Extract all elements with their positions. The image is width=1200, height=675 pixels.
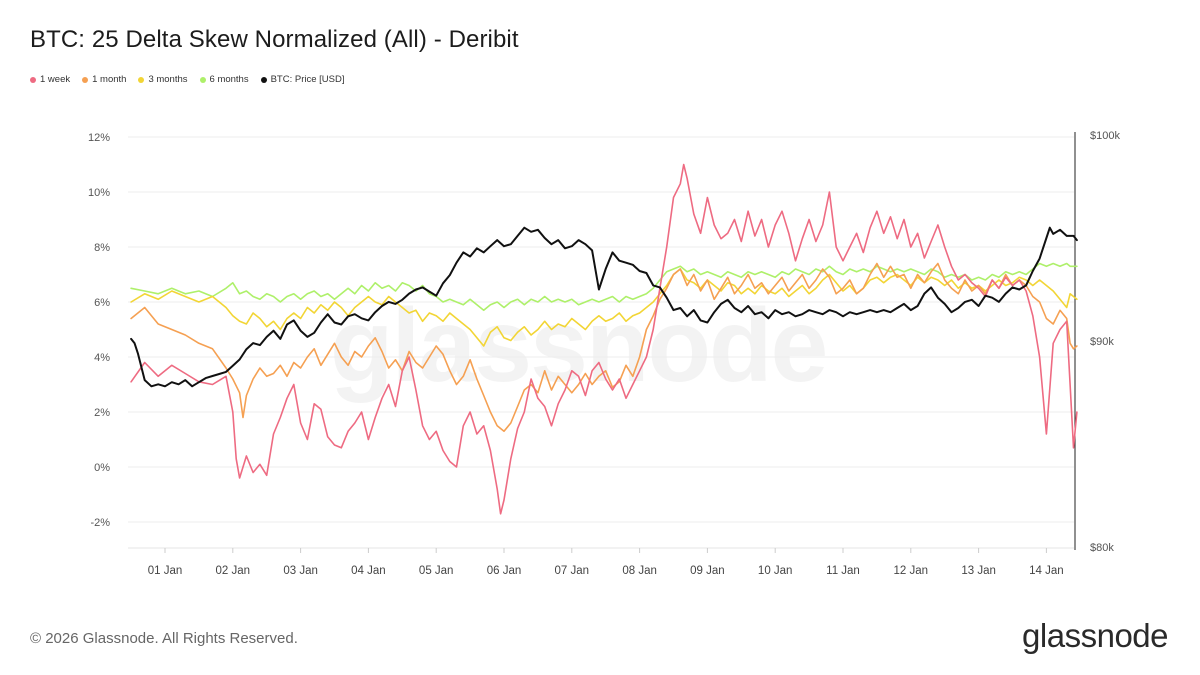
x-tick-label: 11 Jan (826, 565, 860, 577)
y-tick-label: 6% (94, 297, 110, 309)
legend-item[interactable]: 1 month (82, 74, 126, 85)
y-tick-label: 0% (94, 462, 110, 474)
series-line-1-week (130, 163, 1078, 515)
x-tick-label: 05 Jan (419, 565, 454, 577)
legend-label: BTC: Price [USD] (270, 74, 345, 85)
legend-swatch (82, 76, 89, 83)
y-right-tick-label: $80k (1090, 542, 1114, 554)
x-tick-label: 14 Jan (1029, 565, 1064, 577)
glassnode-logo: glassnode (1022, 617, 1168, 654)
x-tick-label: 13 Jan (961, 565, 996, 577)
x-tick-label: 10 Jan (758, 565, 793, 577)
y-right-tick-label: $100k (1090, 130, 1120, 142)
legend-swatch (138, 76, 145, 83)
legend-item[interactable]: 3 months (138, 74, 188, 85)
x-tick-label: 08 Jan (622, 565, 657, 577)
x-tick-label: 09 Jan (690, 565, 725, 577)
x-tick-label: 04 Jan (351, 565, 386, 577)
legend-label: 1 week (40, 74, 71, 85)
y-tick-label: 2% (94, 407, 110, 419)
copyright-text: © 2026 Glassnode. All Rights Reserved. (30, 630, 298, 647)
legend-label: 6 months (209, 74, 249, 85)
legend-swatch (260, 76, 267, 83)
legend-swatch (30, 76, 36, 83)
legend-swatch (199, 76, 206, 83)
y-tick-label: -2% (90, 517, 110, 529)
y-right-tick-label: $90k (1090, 336, 1114, 348)
series-line-btc-price-usd (130, 226, 1078, 388)
legend-label: 3 months (148, 74, 188, 85)
series-line-3-months (130, 268, 1078, 347)
y-tick-label: 4% (94, 352, 110, 364)
y-tick-label: 12% (88, 132, 110, 144)
series-line-1-month (130, 262, 1078, 433)
x-tick-label: 01 Jan (148, 565, 183, 577)
x-tick-label: 06 Jan (487, 565, 522, 577)
legend: 1 week 1 month 3 months 6 months BTC: Price … (30, 74, 345, 85)
chart-title: BTC: 25 Delta Skew Normalized (All) - De… (30, 26, 519, 53)
legend-item[interactable]: 6 months (199, 74, 249, 85)
series-line-6-months (130, 262, 1078, 312)
legend-item[interactable]: 1 week (30, 74, 70, 85)
x-tick-label: 07 Jan (555, 565, 590, 577)
x-tick-label: 02 Jan (216, 565, 251, 577)
y-tick-label: 10% (88, 187, 110, 199)
y-tick-label: 8% (94, 242, 110, 254)
legend-label: 1 month (92, 74, 127, 85)
x-tick-label: 12 Jan (894, 565, 929, 577)
legend-item[interactable]: BTC: Price [USD] (260, 74, 345, 85)
x-tick-label: 03 Jan (283, 565, 318, 577)
